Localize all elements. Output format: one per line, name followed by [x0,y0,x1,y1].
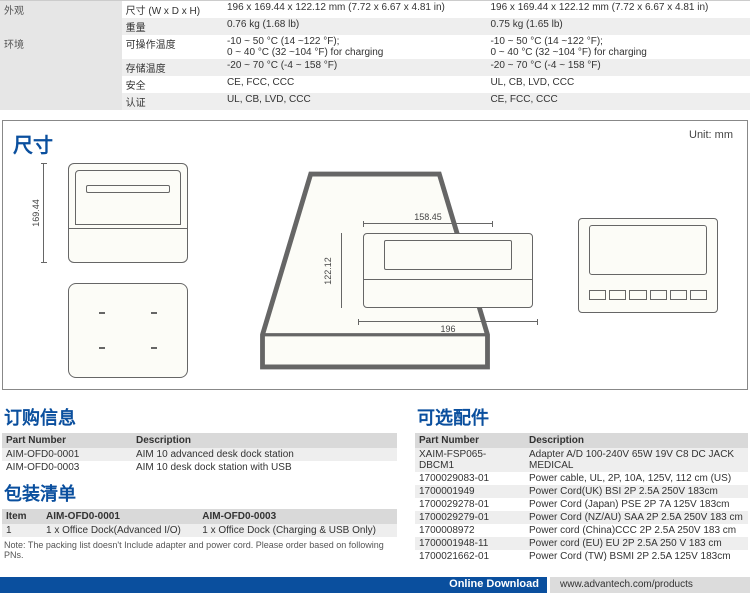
ordering-title: 订购信息 [4,404,397,430]
technical-drawings: 169.44 158.45 122.12 196 [13,158,737,383]
drawing-side [13,158,93,228]
drawing-back [578,218,718,313]
packing-table: ItemAIM-OFD0-0001AIM-OFD0-0003 11 x Offi… [2,509,397,537]
packing-note: Note: The packing list doesn't Include a… [2,537,397,563]
dim-width-base: 196 [358,321,538,332]
spec-label: 尺寸 (W x D x H) [122,1,223,19]
spec-value: 196 x 169.44 x 122.12 mm (7.72 x 6.67 x … [486,1,750,19]
drawing-rear [363,233,533,308]
spec-table: 外观 尺寸 (W x D x H) 196 x 169.44 x 122.12 … [0,0,750,110]
dimensions-unit: Unit: mm [689,129,733,141]
packing-title: 包装清单 [4,480,397,506]
dim-side-height: 122.12 [341,233,342,308]
accessories-title: 可选配件 [417,404,748,430]
ordering-table: Part NumberDescription AIM-OFD0-0001AIM … [2,433,397,474]
dimensions-panel: 尺寸 Unit: mm 169.44 158.45 122.12 196 [2,120,748,390]
spec-value: 196 x 169.44 x 122.12 mm (7.72 x 6.67 x … [223,1,487,19]
accessories-table: Part NumberDescription XAIM-FSP065-DBCM1… [415,433,748,563]
spec-cat-appearance: 外观 [0,1,122,36]
spec-cat-env: 环境 [0,35,122,110]
dimensions-title: 尺寸 [13,129,737,158]
